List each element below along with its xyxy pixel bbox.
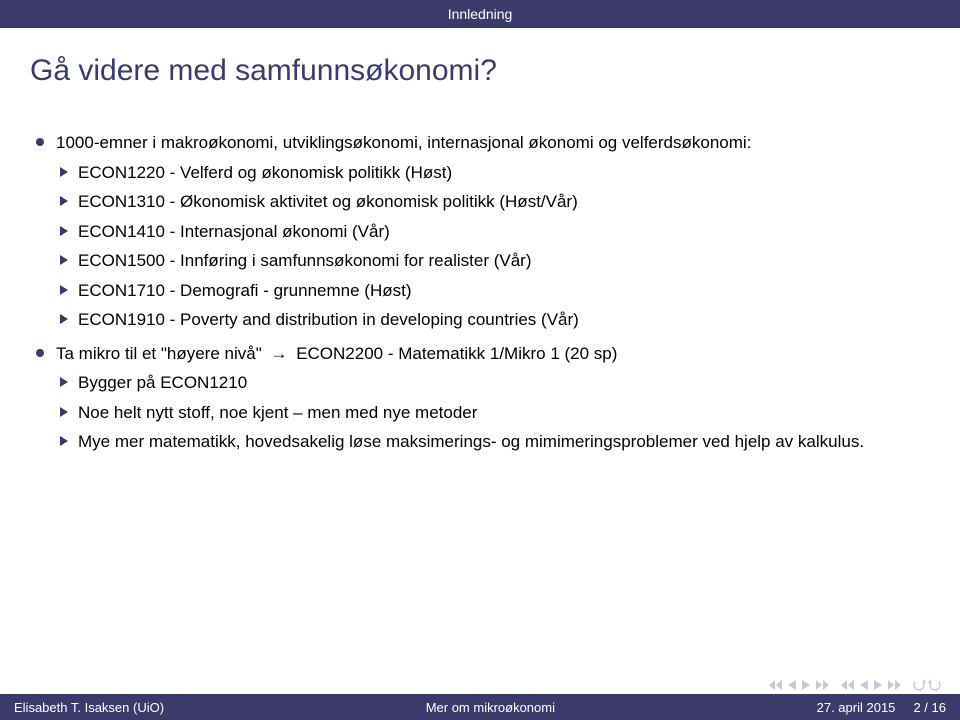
footer-author: Elisabeth T. Isaksen (UiO) (14, 700, 164, 715)
nav-next-icon[interactable] (800, 679, 812, 691)
nav-next-frame-icon[interactable] (872, 679, 884, 691)
sub-bullet-text: Bygger på ECON1210 (78, 373, 247, 392)
sub-bullet-item: Bygger på ECON1210 (56, 370, 920, 396)
sub-bullet-text: ECON1500 - Innføring i samfunnsøkonomi f… (78, 251, 532, 270)
sub-bullet-item: ECON1500 - Innføring i samfunnsøkonomi f… (56, 248, 920, 274)
sub-bullet-item: ECON1710 - Demografi - grunnemne (Høst) (56, 278, 920, 304)
sub-bullet-item: ECON1910 - Poverty and distribution in d… (56, 307, 920, 333)
nav-prev-icon[interactable] (786, 679, 798, 691)
footer-page: 2 / 16 (913, 700, 946, 715)
sub-bullet-item: ECON1220 - Velferd og økonomisk politikk… (56, 160, 920, 186)
sub-bullet-text: Noe helt nytt stoff, noe kjent – men med… (78, 403, 477, 422)
sub-bullet-text: ECON1310 - Økonomisk aktivitet og økonom… (78, 192, 578, 211)
sub-bullet-item: ECON1310 - Økonomisk aktivitet og økonom… (56, 189, 920, 215)
nav-first-icon[interactable] (768, 679, 784, 691)
nav-undo-icon[interactable] (912, 679, 926, 691)
footer-title: Mer om mikroøkonomi (164, 700, 817, 715)
sub-bullet-text: ECON1910 - Poverty and distribution in d… (78, 310, 579, 329)
bullet-text-pre: Ta mikro til et "høyere nivå" (56, 344, 266, 363)
bullet-text: 1000-emner i makroøkonomi, utviklingsøko… (56, 133, 751, 152)
sub-bullet-item: Mye mer matematikk, hovedsakelig løse ma… (56, 429, 920, 455)
nav-last-icon[interactable] (814, 679, 830, 691)
beamer-nav-controls (768, 679, 942, 691)
footer-date: 27. april 2015 (817, 700, 896, 715)
section-header-bar: Innledning (0, 0, 960, 28)
footer-bar: Elisabeth T. Isaksen (UiO) Mer om mikroø… (0, 694, 960, 720)
bullet-item: 1000-emner i makroøkonomi, utviklingsøko… (30, 130, 920, 333)
sub-bullet-text: Mye mer matematikk, hovedsakelig løse ma… (78, 432, 864, 451)
sub-bullet-text: ECON1410 - Internasjonal økonomi (Vår) (78, 222, 390, 241)
slide-title: Gå videre med samfunnsøkonomi? (30, 54, 497, 88)
section-name: Innledning (448, 6, 513, 22)
nav-prev-frame-icon[interactable] (858, 679, 870, 691)
bullet-item: Ta mikro til et "høyere nivå" → ECON2200… (30, 341, 920, 455)
sub-bullet-item: Noe helt nytt stoff, noe kjent – men med… (56, 400, 920, 426)
footer-right: 27. april 2015 2 / 16 (817, 700, 946, 715)
sub-bullet-text: ECON1220 - Velferd og økonomisk politikk… (78, 163, 452, 182)
slide-content: 1000-emner i makroøkonomi, utviklingsøko… (30, 130, 920, 463)
sub-bullet-text: ECON1710 - Demografi - grunnemne (Høst) (78, 281, 412, 300)
sub-bullet-item: ECON1410 - Internasjonal økonomi (Vår) (56, 219, 920, 245)
nav-fwd-section-icon[interactable] (886, 679, 902, 691)
bullet-text-post: ECON2200 - Matematikk 1/Mikro 1 (20 sp) (291, 344, 617, 363)
nav-back-section-icon[interactable] (840, 679, 856, 691)
arrow-icon: → (266, 344, 291, 363)
nav-redo-icon[interactable] (928, 679, 942, 691)
